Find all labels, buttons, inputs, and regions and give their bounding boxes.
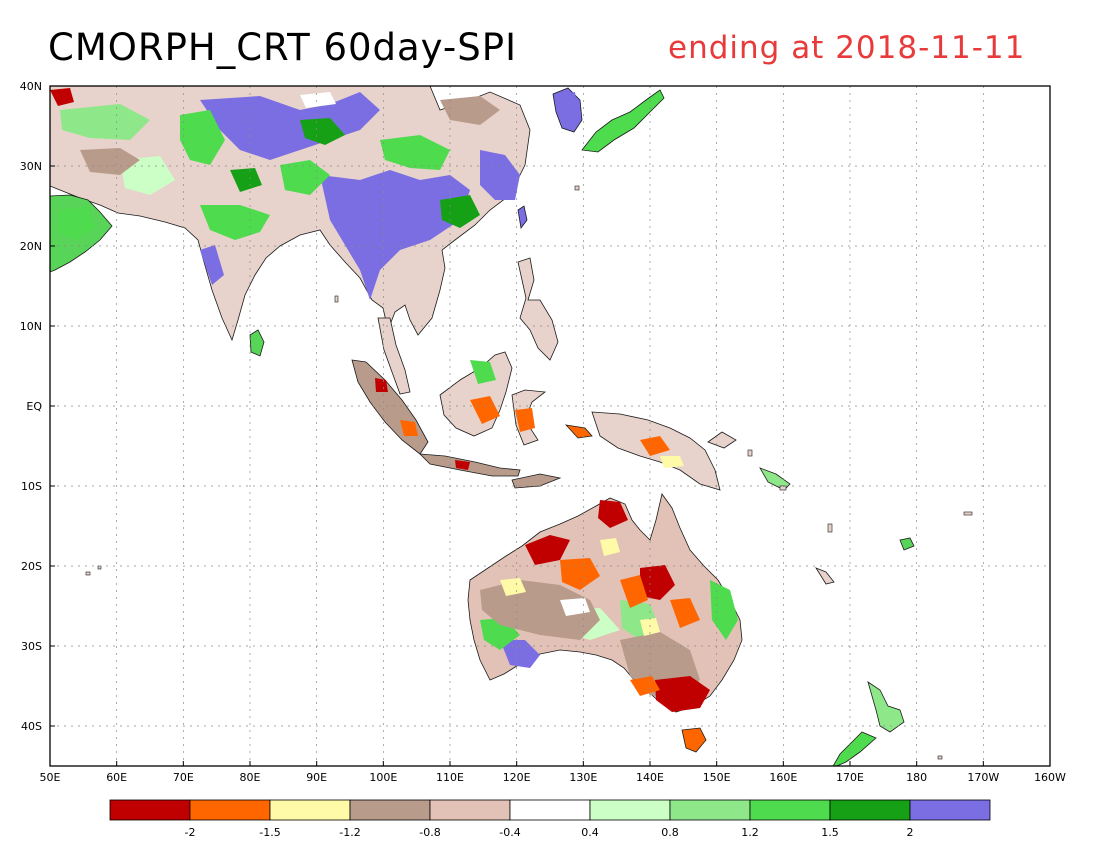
colorbar-label: 0.4	[581, 826, 599, 839]
colorbar-swatch	[189, 799, 271, 821]
tasmania-landmass	[681, 727, 707, 753]
lon-label: 80E	[240, 771, 261, 784]
lon-label: 130E	[569, 771, 597, 784]
map-date-label: ending at 2018-11-11	[668, 30, 1026, 66]
maluku-islands	[564, 424, 593, 439]
lat-label: 20S	[21, 560, 42, 573]
colorbar-label: -1.5	[259, 826, 280, 839]
lon-label: 110E	[436, 771, 464, 784]
map-title: CMORPH_CRT 60day-SPI	[48, 26, 517, 69]
small-islands	[85, 185, 973, 760]
lon-label: 180	[906, 771, 927, 784]
philippines-landmass	[517, 257, 559, 361]
lat-label: 10S	[21, 480, 42, 493]
lon-label: 50E	[40, 771, 61, 784]
lat-label: 30S	[21, 640, 42, 653]
colorbar-legend: -2 -1.5 -1.2 -0.8 -0.4 0.4 0.8 1.2 1.5 2	[109, 799, 991, 839]
lesser-sunda-islands	[511, 473, 562, 489]
lat-label: 40S	[21, 720, 42, 733]
spi-dry-patches	[50, 88, 710, 712]
taiwan-landmass	[517, 205, 528, 229]
spi-wet-patches	[58, 92, 738, 668]
lon-label: 90E	[306, 771, 327, 784]
colorbar-label: -0.4	[499, 826, 520, 839]
lat-label: EQ	[26, 400, 42, 413]
lon-label: 140E	[636, 771, 664, 784]
lon-label: 170E	[836, 771, 864, 784]
colorbar-swatch	[589, 799, 671, 821]
new-zealand-north	[867, 681, 905, 733]
lon-label: 70E	[173, 771, 194, 784]
colorbar-label: -1.2	[339, 826, 360, 839]
lat-label: 30N	[20, 160, 42, 173]
colorbar-swatch	[109, 799, 191, 821]
colorbar-label: 1.5	[821, 826, 839, 839]
axis-labels: 50E 60E 70E 80E 90E 100E 110E 120E 130E 140E 150E 1…	[20, 80, 1066, 784]
colorbar-swatch	[269, 799, 351, 821]
fiji-islands	[899, 537, 915, 551]
colorbar-swatch	[429, 799, 511, 821]
sri-lanka-landmass	[249, 329, 265, 357]
lon-label: 100E	[369, 771, 397, 784]
lon-label: 160E	[769, 771, 797, 784]
colorbar-label: 1.2	[741, 826, 759, 839]
colorbar-swatch	[509, 799, 591, 821]
land-layer	[50, 86, 973, 766]
java-landmass	[418, 453, 521, 477]
colorbar-swatch	[669, 799, 751, 821]
colorbar-label: 2	[907, 826, 914, 839]
graticule	[50, 86, 1050, 766]
colorbar-label: 0.8	[661, 826, 679, 839]
lat-label: 40N	[20, 80, 42, 93]
colorbar-swatch	[909, 799, 991, 821]
map-frame	[49, 85, 1051, 767]
new-caledonia-landmass	[815, 567, 835, 585]
colorbar-label: -2	[185, 826, 196, 839]
japan-landmass	[581, 89, 665, 153]
lon-label: 160W	[1034, 771, 1066, 784]
colorbar-swatch	[829, 799, 911, 821]
colorbar-label: -0.8	[419, 826, 440, 839]
lon-label: 150E	[703, 771, 731, 784]
colorbar-swatch	[349, 799, 431, 821]
lat-label: 20N	[20, 240, 42, 253]
lon-label: 60E	[106, 771, 127, 784]
colorbar-swatch	[749, 799, 831, 821]
bismarck-islands	[707, 431, 737, 449]
lon-label: 170W	[967, 771, 999, 784]
solomon-islands	[759, 467, 791, 491]
lat-label: 10N	[20, 320, 42, 333]
lon-label: 120E	[503, 771, 531, 784]
malay-peninsula	[377, 317, 411, 395]
